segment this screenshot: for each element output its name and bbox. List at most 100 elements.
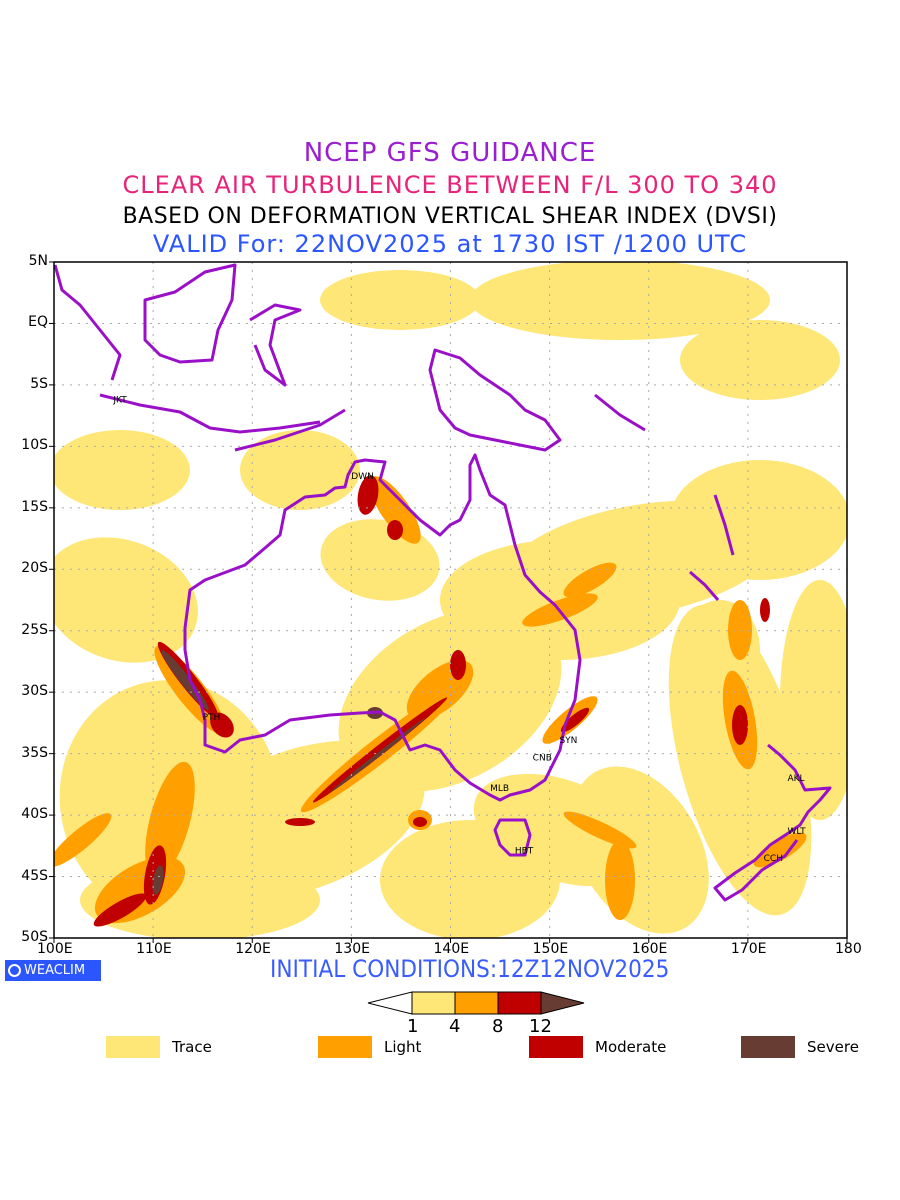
colorbar-threshold: 1 [407, 1016, 419, 1037]
city-label: JKT [112, 396, 127, 406]
legend-light: Light [318, 1036, 421, 1058]
turbulence-trace-area [780, 580, 847, 820]
lon-label: 180 [835, 941, 862, 957]
turbulence-moderate-area [413, 817, 427, 827]
turbulence-moderate-area [357, 475, 379, 515]
city-label: CCH [764, 854, 783, 864]
turbulence-light-area [728, 600, 752, 660]
lon-label: 110E [136, 941, 172, 957]
lon-label: 120E [235, 941, 271, 957]
brand-label: WEACLIM [24, 963, 86, 978]
legend-severe: Severe [741, 1036, 859, 1058]
lon-label: 140E [433, 941, 470, 957]
lon-label: 130E [334, 941, 370, 957]
lon-label: 150E [532, 941, 569, 957]
coast-australia [183, 453, 582, 802]
colorbar-threshold: 12 [529, 1016, 552, 1037]
lat-label: EQ [28, 314, 48, 331]
legend-label: Moderate [595, 1038, 667, 1056]
legend-swatch [741, 1036, 795, 1058]
turbulence-moderate-area [210, 712, 234, 738]
lon-label: 100E [37, 941, 73, 957]
coast-new-guinea [428, 348, 562, 452]
coastlines [54, 263, 832, 902]
city-label: AKL [787, 774, 804, 784]
legend-swatch [529, 1036, 583, 1058]
turbulence-moderate-area [312, 697, 448, 803]
turbulence-moderate-area [560, 707, 590, 733]
weaclim-logo: WEACLIM [5, 960, 101, 981]
turbulence-field: JKT DWN PTH SYN CNB MLB HBT AKL WLT CCH [54, 262, 847, 938]
turbulence-light-area [369, 476, 421, 544]
coast-tasmania [493, 818, 532, 857]
colorbar-over-arrow [540, 991, 585, 1015]
turbulence-moderate-area [93, 893, 147, 927]
turbulence-trace-area [320, 270, 480, 330]
turbulence-moderate-area [387, 520, 403, 540]
coast-sulawesi [249, 303, 302, 387]
turbulence-trace-area [380, 820, 560, 938]
lon-label: 170E [730, 941, 767, 957]
lon-label: 160E [631, 941, 668, 957]
colorbar-under-arrow [367, 991, 413, 1015]
city-label: DWN [351, 472, 374, 482]
turbulence-trace-area [670, 460, 847, 580]
legend-swatch [318, 1036, 372, 1058]
colorbar [367, 991, 585, 1015]
lat-label: 20S [21, 560, 48, 577]
colorbar-light [454, 991, 499, 1015]
turbulence-moderate-area [732, 705, 748, 745]
lat-label: 40S [21, 806, 48, 823]
coast-new-caledonia [689, 570, 720, 601]
coast-new-zealand-south [713, 830, 799, 902]
lat-label: 45S [21, 867, 48, 884]
lat-label: 5S [30, 375, 48, 392]
colorbar-threshold: 4 [449, 1016, 461, 1037]
colorbar-trace [411, 991, 456, 1015]
lat-label: 35S [21, 744, 48, 761]
legend-label: Severe [807, 1038, 859, 1056]
colorbar-threshold: 8 [492, 1016, 504, 1037]
legend-swatch [106, 1036, 160, 1058]
coast-vanuatu [713, 494, 735, 556]
coast-new-zealand-north [767, 743, 832, 834]
city-label: PTH [203, 713, 221, 723]
colorbar-moderate [497, 991, 542, 1015]
city-label: MLB [490, 784, 509, 794]
copyright-icon [8, 964, 21, 977]
lat-label: 30S [21, 683, 48, 700]
coast-borneo [143, 263, 237, 364]
title-method: BASED ON DEFORMATION VERTICAL SHEAR INDE… [122, 204, 778, 229]
lat-label: 5N [28, 253, 48, 269]
turbulence-trace-area [54, 537, 198, 663]
turbulence-light-area [605, 840, 635, 920]
title-product: CLEAR AIR TURBULENCE BETWEEN F/L 300 TO … [122, 171, 778, 199]
turbulence-light-area [54, 813, 112, 867]
coast-timor [234, 408, 346, 452]
turbulence-severe-area [152, 865, 164, 895]
turbulence-moderate-area [450, 650, 466, 680]
turbulence-moderate-area [760, 598, 770, 622]
turbulence-trace-area [54, 430, 190, 510]
turbulence-light-area [563, 562, 617, 598]
lat-label: 25S [21, 621, 48, 638]
legend-label: Light [384, 1038, 422, 1056]
turbulence-light-area [563, 811, 637, 849]
lat-label: 10S [21, 437, 48, 454]
initial-conditions: INITIAL CONDITIONS:12Z12NOV2025 [270, 955, 670, 983]
turbulence-moderate-area [285, 818, 315, 826]
legend-trace: Trace [106, 1036, 212, 1058]
city-label: HBT [515, 847, 534, 857]
city-label: WLT [787, 827, 806, 837]
legend-label: Trace [172, 1038, 212, 1056]
legend-moderate: Moderate [529, 1036, 666, 1058]
turbulence-trace-area [240, 430, 360, 510]
city-label: CNB [533, 753, 552, 763]
title-valid-time: VALID For: 22NOV2025 at 1730 IST /1200 U… [152, 230, 748, 258]
coast-sumatra [54, 264, 122, 381]
lat-label: 50S [21, 929, 48, 945]
turbulence-trace-area [680, 320, 840, 400]
turbulence-trace-area [470, 262, 770, 340]
lat-label: 15S [21, 498, 48, 515]
